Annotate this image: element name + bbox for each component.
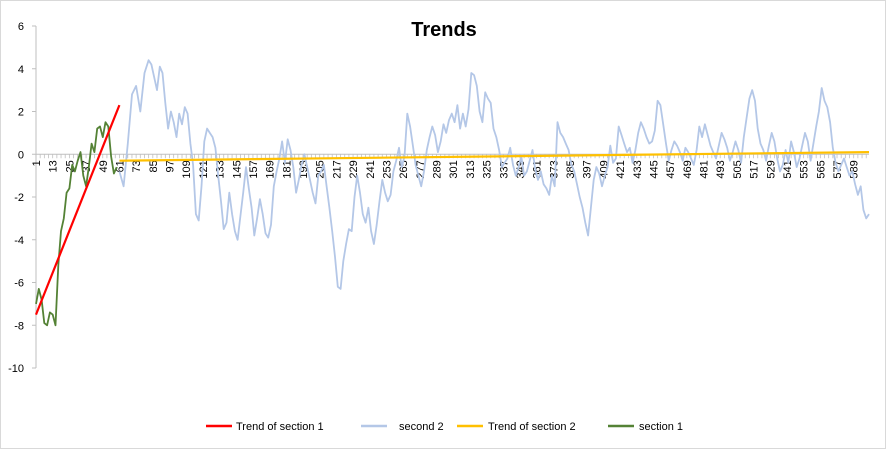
- x-tick-label: 241: [365, 160, 377, 178]
- x-tick-label: 145: [231, 160, 243, 178]
- x-tick-label: 253: [381, 160, 393, 178]
- x-tick-label: 85: [148, 160, 160, 172]
- x-tick-label: 469: [682, 160, 694, 178]
- x-tick-label: 433: [632, 160, 644, 178]
- series-layer: [34, 59, 870, 327]
- series-line-section-1: [35, 121, 118, 327]
- series-line-second-2: [118, 59, 870, 290]
- chart-title: Trends: [411, 19, 477, 41]
- y-tick-label: -4: [14, 235, 24, 247]
- x-tick-label: 61: [114, 160, 126, 172]
- x-tick-label: 505: [732, 160, 744, 178]
- y-tick-label: -2: [14, 192, 24, 204]
- legend: Trend of section 1 second 2 Trend of secti…: [206, 421, 683, 433]
- y-tick-label: -10: [8, 363, 24, 375]
- y-tick-label: -8: [14, 320, 24, 332]
- x-tick-label: 541: [782, 160, 794, 178]
- x-tick-label: 301: [448, 160, 460, 178]
- y-tick-label: 2: [18, 107, 24, 119]
- series-line-trend-of-section-2: [119, 151, 870, 162]
- x-tick-label: 325: [482, 160, 494, 178]
- x-tick-label: 49: [98, 160, 110, 172]
- x-tick-label: 565: [815, 160, 827, 178]
- x-tick-label: 169: [265, 160, 277, 178]
- x-tick-label: 349: [515, 160, 527, 178]
- x-tick-label: 373: [548, 160, 560, 178]
- x-tick-label: 121: [198, 160, 210, 178]
- x-tick-label: 397: [582, 160, 594, 178]
- x-tick-label: 313: [465, 160, 477, 178]
- legend-label: Trend of section 2: [488, 421, 576, 433]
- y-tick-label: 0: [18, 149, 24, 161]
- x-tick-label: 421: [615, 160, 627, 178]
- x-tick-label: 217: [331, 160, 343, 178]
- x-tick-label: 109: [181, 160, 193, 178]
- x-tick-label: 265: [398, 160, 410, 178]
- legend-label: section 1: [639, 421, 683, 433]
- x-tick-label: 553: [799, 160, 811, 178]
- x-tick-label: 13: [48, 160, 60, 172]
- x-tick-label: 589: [849, 160, 861, 178]
- x-tick-label: 157: [248, 160, 260, 178]
- x-tick-label: 1: [31, 160, 43, 166]
- legend-label: second 2: [399, 421, 444, 433]
- x-tick-label: 457: [665, 160, 677, 178]
- x-tick-label: 181: [281, 160, 293, 178]
- x-tick-label: 517: [749, 160, 761, 178]
- x-tick-label: 529: [765, 160, 777, 178]
- series-line-trend-of-section-1: [34, 104, 121, 316]
- y-tick-label: 4: [18, 64, 24, 76]
- legend-label: Trend of section 1: [236, 421, 324, 433]
- y-tick-label: -6: [14, 278, 24, 290]
- x-tick-label: 73: [131, 160, 143, 172]
- x-tick-label: 445: [648, 160, 660, 178]
- x-tick-label: 229: [348, 160, 360, 178]
- x-tick-label: 289: [432, 160, 444, 178]
- x-tick-label: 493: [715, 160, 727, 178]
- x-tick-label: 481: [699, 160, 711, 178]
- x-tick-label: 97: [165, 160, 177, 172]
- y-tick-label: 6: [18, 21, 24, 33]
